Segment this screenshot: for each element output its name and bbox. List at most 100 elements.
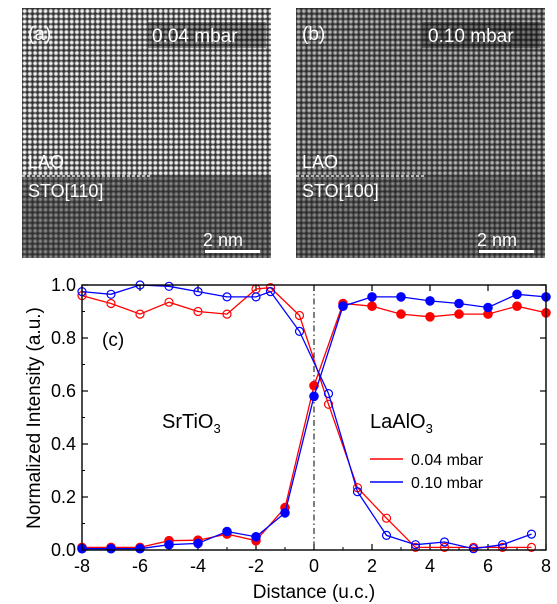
atom-column [241,201,248,208]
atom-column [136,39,143,46]
atom-column [167,170,175,177]
atom-column [457,211,464,219]
atom-column [220,96,227,104]
atom-column [178,70,185,78]
atom-column [152,238,159,245]
atom-column [311,191,318,198]
atom-column [146,81,154,88]
atom-column [157,164,164,172]
atom-column [515,13,522,20]
atom-column [525,39,532,46]
atom-column [204,133,211,140]
atom-column [436,243,443,250]
atom-column [99,18,107,25]
atom-column [251,123,258,130]
atom-column [167,8,175,15]
atom-column [462,81,470,88]
atom-column [384,55,391,62]
atom-column [157,201,164,208]
atom-column [530,91,538,99]
atom-column [235,243,243,250]
atom-column [468,175,475,182]
atom-column [530,175,538,182]
atom-column [321,180,328,187]
atom-column [94,133,102,140]
atom-column [311,206,318,213]
atom-column [141,18,149,25]
atom-column [47,154,54,161]
atom-column [131,96,138,104]
atom-column [136,159,143,166]
atom-column [22,28,28,36]
atom-column [47,149,54,156]
atom-column [194,232,201,240]
atom-column [368,185,375,193]
atom-column [300,70,307,78]
atom-column [499,18,506,25]
atom-column [530,65,538,72]
atom-column [515,211,522,219]
atom-column [400,23,407,30]
atom-column [321,227,328,234]
atom-column [225,149,232,156]
atom-column [447,159,454,166]
atom-column [68,65,75,72]
atom-column [405,217,412,224]
atom-column [379,55,386,62]
atom-column [441,39,449,46]
atom-column [152,175,159,182]
atom-column [379,112,386,119]
atom-column [157,154,164,161]
atom-column [230,211,237,219]
atom-column [131,206,138,213]
y-tick-label: 0.6 [51,381,76,401]
atom-column [120,217,128,224]
atom-column [78,196,86,203]
atom-column [405,175,412,182]
atom-column [235,60,243,67]
atom-column [131,211,138,219]
atom-column [31,191,39,198]
atom-column [37,175,44,182]
atom-column [530,138,538,146]
atom-column [352,143,360,151]
atom-column [347,170,355,177]
atom-column [457,133,464,140]
atom-column [52,238,60,245]
atom-column [321,55,328,62]
atom-column [89,211,96,219]
atom-column [78,49,86,57]
data-point-2 [193,538,203,549]
atom-column [462,112,470,119]
atom-column [99,75,107,83]
atom-column [296,112,302,119]
atom-column [230,28,237,36]
atom-column [183,8,190,15]
atom-column [251,55,258,62]
atom-column [447,128,454,135]
atom-column [84,133,91,140]
atom-column [337,70,344,78]
atom-column [515,55,522,62]
atom-column [136,91,143,99]
atom-column [420,175,428,182]
atom-column [183,128,190,135]
atom-column [410,102,417,109]
atom-column [230,238,237,245]
atom-column [426,60,433,67]
atom-column [379,107,386,114]
atom-column [235,28,243,36]
atom-column [251,112,258,119]
atom-column [525,96,532,104]
atom-column [530,107,538,114]
atom-column [441,123,449,130]
atom-column [209,86,217,93]
atom-column [120,34,128,41]
atom-column [530,227,538,234]
atom-column [246,149,253,156]
atom-column [157,102,164,109]
atom-column [347,201,355,208]
atom-column [204,138,211,146]
atom-column [52,180,60,187]
atom-column [410,164,417,172]
